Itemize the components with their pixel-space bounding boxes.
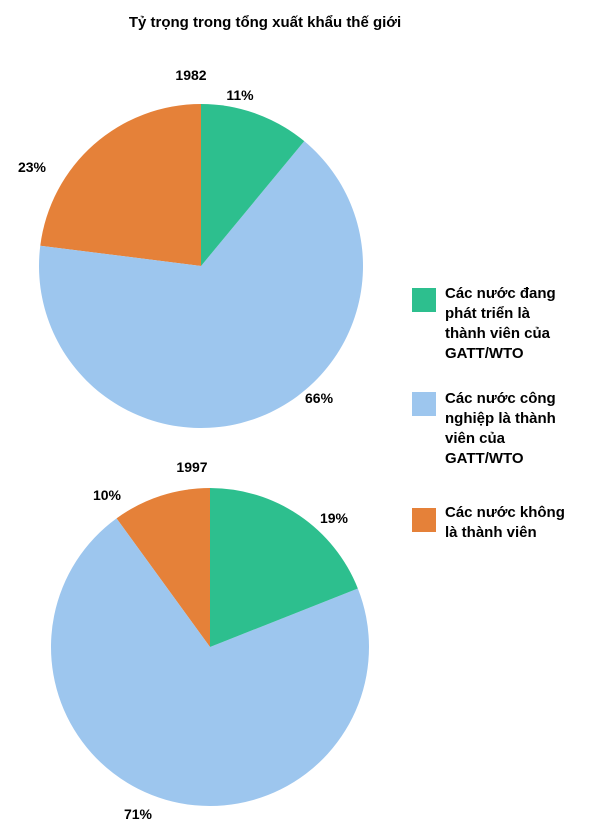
legend-swatch xyxy=(412,392,436,416)
legend-label: GATT/WTO xyxy=(445,345,524,362)
slice-percent-label: 10% xyxy=(93,487,122,503)
legend-label: GATT/WTO xyxy=(445,450,524,467)
pie-slice xyxy=(116,488,210,647)
slice-percent-label: 71% xyxy=(124,806,153,822)
legend-label: nghiệp là thành xyxy=(445,410,556,427)
pie-slice xyxy=(50,518,369,807)
legend-label: phát triển là xyxy=(445,305,531,322)
legend-swatch xyxy=(412,288,436,312)
pie-year-label: 1997 xyxy=(176,459,207,475)
slice-percent-label: 23% xyxy=(18,159,47,175)
legend-label: Các nước công xyxy=(445,390,556,407)
slice-percent-label: 66% xyxy=(305,390,334,406)
legend-label: viên của xyxy=(445,430,506,447)
pie-1997: 1997 19% 71% 10% xyxy=(50,459,369,822)
pie-year-label: 1982 xyxy=(175,67,206,83)
pie-1982: 1982 11% 66% 23% xyxy=(18,67,364,429)
slice-percent-label: 11% xyxy=(226,87,254,103)
pie-slice xyxy=(39,141,364,429)
pie-slice xyxy=(210,488,358,647)
legend-label: Các nước không xyxy=(445,504,565,521)
chart-title: Tỷ trọng trong tổng xuất khẩu thế giới xyxy=(129,14,401,31)
legend-label: Các nước đang xyxy=(445,285,556,302)
legend-label: thành viên của xyxy=(445,325,551,342)
pie-slice xyxy=(40,104,201,266)
legend: Các nước đang phát triển là thành viên của… xyxy=(412,285,565,541)
slice-percent-label: 19% xyxy=(320,510,349,526)
pie-slice xyxy=(201,104,305,266)
legend-swatch xyxy=(412,508,436,532)
legend-label: là thành viên xyxy=(445,524,537,541)
